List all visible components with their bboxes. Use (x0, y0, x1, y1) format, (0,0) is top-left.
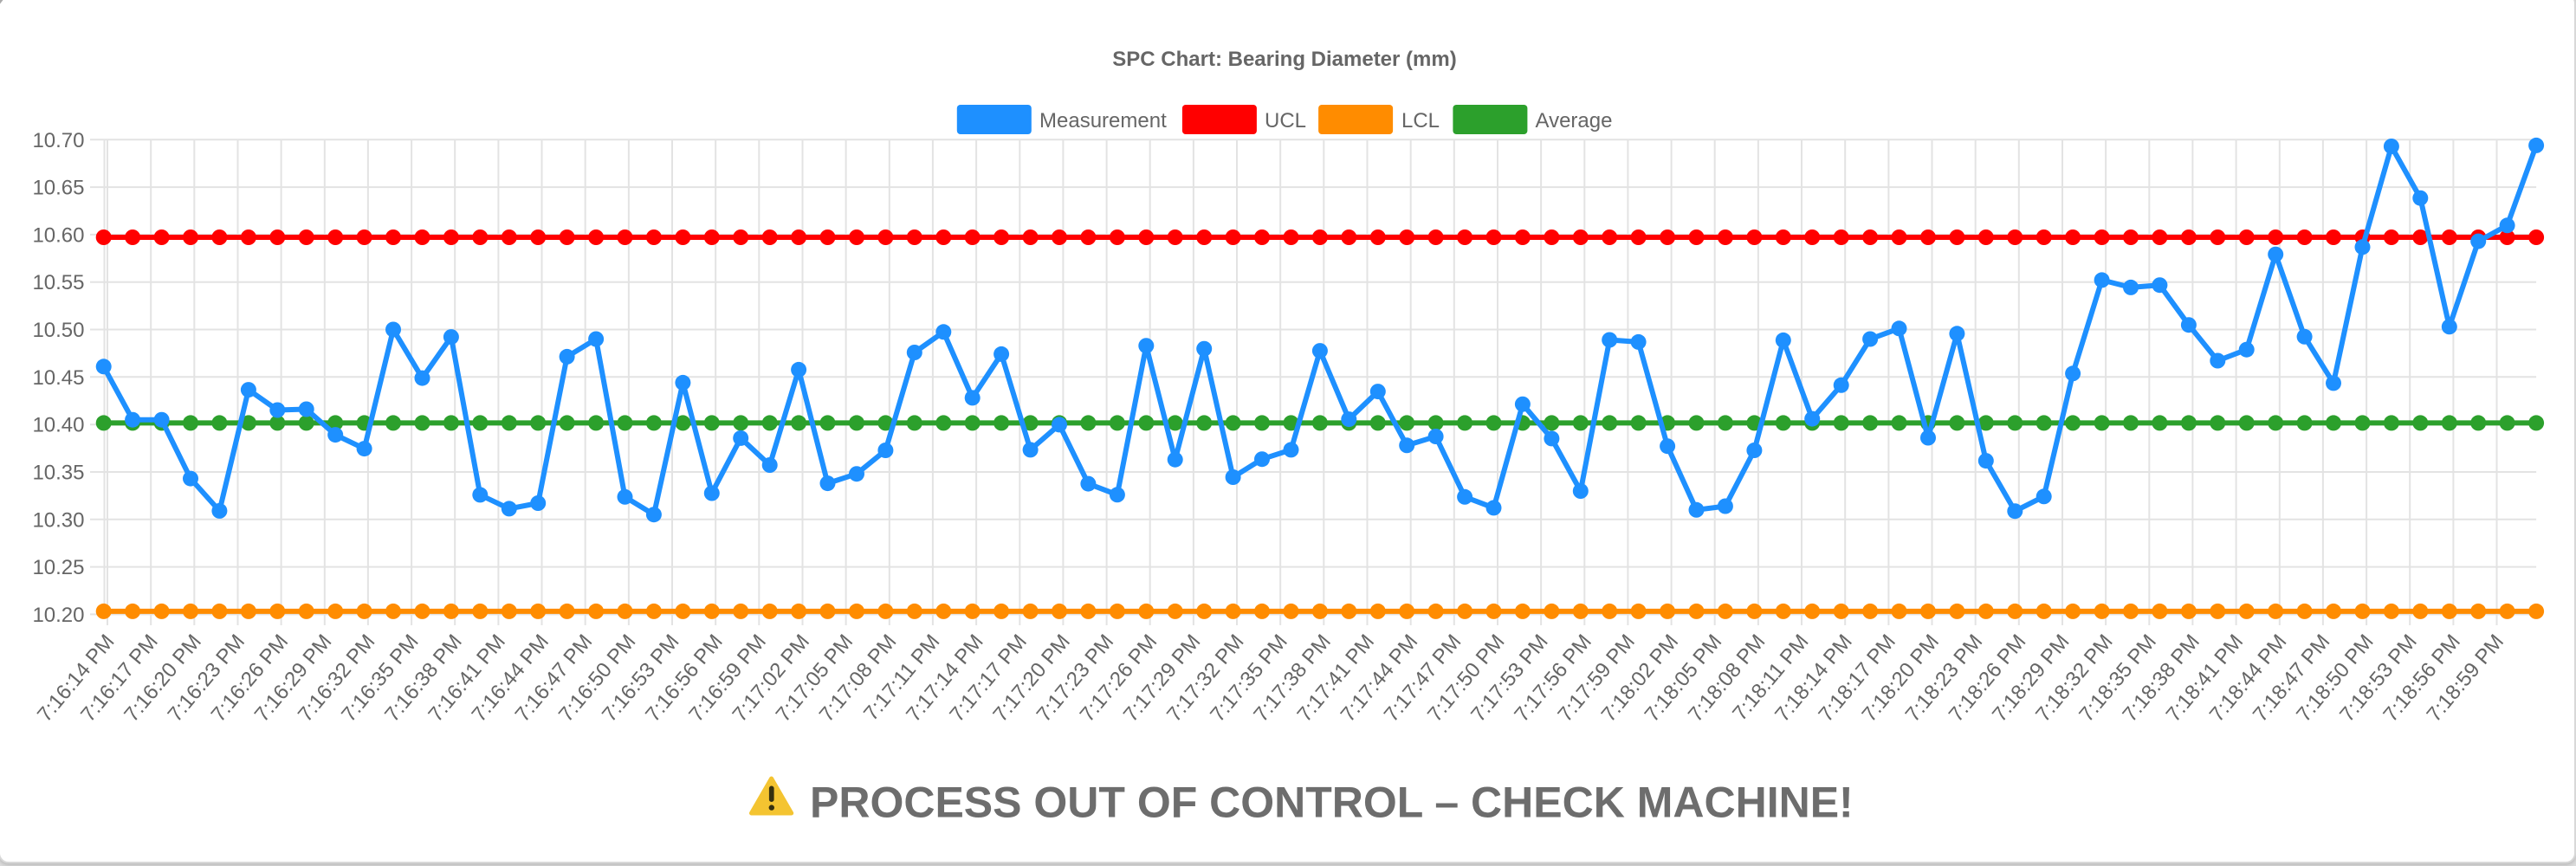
svg-text:10.55: 10.55 (32, 271, 84, 294)
svg-text:10.30: 10.30 (32, 508, 84, 532)
svg-text:10.40: 10.40 (32, 414, 84, 437)
svg-text:10.65: 10.65 (32, 177, 84, 200)
svg-text:10.25: 10.25 (32, 556, 84, 579)
svg-text:10.20: 10.20 (32, 604, 84, 627)
svg-text:UCL: UCL (1265, 109, 1306, 132)
svg-text:10.35: 10.35 (32, 462, 84, 485)
svg-text:Average: Average (1536, 109, 1613, 132)
svg-text:10.70: 10.70 (32, 129, 84, 152)
svg-text:Measurement: Measurement (1039, 109, 1167, 132)
svg-text:PROCESS OUT OF CONTROL – CHECK: PROCESS OUT OF CONTROL – CHECK MACHINE! (810, 779, 1854, 827)
svg-text:10.45: 10.45 (32, 366, 84, 390)
svg-text:10.50: 10.50 (32, 319, 84, 342)
svg-text:10.60: 10.60 (32, 223, 84, 247)
svg-text:SPC Chart: Bearing Diameter (m: SPC Chart: Bearing Diameter (mm) (1112, 48, 1456, 71)
svg-text:LCL: LCL (1401, 109, 1440, 132)
